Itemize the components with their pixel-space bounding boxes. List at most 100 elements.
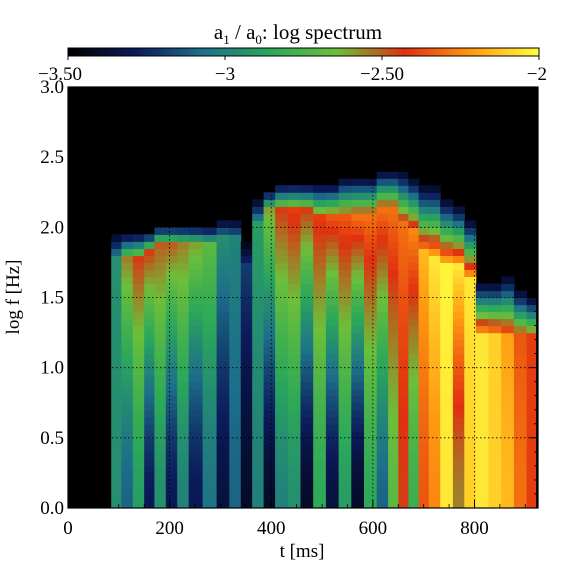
heatmap-cell xyxy=(418,381,430,390)
heatmap-cell xyxy=(165,255,178,263)
heatmap-cell xyxy=(165,494,178,502)
heatmap-cell xyxy=(165,501,178,508)
heatmap-cell xyxy=(475,388,490,397)
heatmap-cell xyxy=(398,388,410,397)
heatmap-cell xyxy=(252,325,265,334)
heatmap-cell xyxy=(177,367,190,376)
heatmap-cell xyxy=(165,304,178,313)
heatmap-cell xyxy=(287,395,302,404)
heatmap-cell xyxy=(428,206,441,214)
heatmap-cell xyxy=(188,262,204,270)
colorbar-tick-label: −3 xyxy=(215,64,235,85)
heatmap-cell xyxy=(154,227,167,235)
heatmap-cell xyxy=(313,199,327,207)
heatmap-cell xyxy=(398,290,410,299)
heatmap-cell xyxy=(229,388,242,397)
heatmap-cell xyxy=(275,346,289,355)
heatmap-cell xyxy=(202,486,218,495)
heatmap-cell xyxy=(325,297,340,306)
x-axis-label: t [ms] xyxy=(280,541,325,562)
heatmap-cell xyxy=(325,304,340,313)
heatmap-cell xyxy=(376,353,389,362)
heatmap-cell xyxy=(202,395,218,404)
heatmap-cell xyxy=(202,304,218,313)
heatmap-cell xyxy=(300,472,314,481)
heatmap-cell xyxy=(408,444,420,453)
heatmap-cell xyxy=(177,269,190,277)
heatmap-cell xyxy=(165,381,178,390)
heatmap-cell xyxy=(263,290,276,299)
heatmap-cell xyxy=(300,290,314,299)
heatmap-cell xyxy=(275,458,289,467)
heatmap-cell xyxy=(300,192,314,200)
heatmap-cell xyxy=(526,353,537,362)
heatmap-cell xyxy=(144,353,155,362)
heatmap-cell xyxy=(263,388,276,397)
heatmap-cell xyxy=(408,465,420,474)
heatmap-cell xyxy=(513,353,528,362)
heatmap-cell xyxy=(428,325,441,334)
heatmap-cell xyxy=(475,465,490,474)
heatmap-cell xyxy=(216,290,230,299)
x-tick-label: 600 xyxy=(359,518,388,539)
heatmap-cell xyxy=(300,486,314,495)
heatmap-cell xyxy=(313,318,327,327)
heatmap-cell xyxy=(408,290,420,299)
heatmap-cell xyxy=(325,283,340,292)
heatmap-cell xyxy=(325,388,340,397)
heatmap-cell xyxy=(188,430,204,439)
heatmap-cell xyxy=(325,486,340,495)
heatmap-cell xyxy=(275,501,289,508)
heatmap-cell xyxy=(428,402,441,411)
heatmap-cell xyxy=(513,444,528,453)
heatmap-cell xyxy=(388,311,399,320)
heatmap-cell xyxy=(338,346,352,355)
heatmap-cell xyxy=(132,332,145,341)
heatmap-cell xyxy=(216,472,230,481)
heatmap-cell xyxy=(338,276,352,284)
heatmap-cell xyxy=(501,311,515,320)
heatmap-cell xyxy=(338,269,352,277)
heatmap-cell xyxy=(229,325,242,334)
heatmap-cell xyxy=(464,486,477,495)
heatmap-cell xyxy=(165,332,178,341)
heatmap-cell xyxy=(263,332,276,341)
heatmap-cell xyxy=(216,318,230,327)
heatmap-cell xyxy=(418,465,430,474)
heatmap-cell xyxy=(287,479,302,488)
heatmap-cell xyxy=(408,311,420,320)
heatmap-cell xyxy=(154,465,167,474)
heatmap-cell xyxy=(376,451,389,460)
heatmap-cell xyxy=(338,395,352,404)
heatmap-cell xyxy=(202,262,218,270)
heatmap-cell xyxy=(452,430,465,439)
heatmap-cell xyxy=(132,255,145,263)
heatmap-cell xyxy=(300,374,314,383)
heatmap-cell xyxy=(275,395,289,404)
heatmap-cell xyxy=(188,437,204,446)
heatmap-cell xyxy=(408,234,420,242)
heatmap-cell xyxy=(440,227,454,235)
heatmap-cell xyxy=(165,262,178,270)
heatmap-cell xyxy=(418,206,430,214)
heatmap-cell xyxy=(313,332,327,341)
heatmap-cell xyxy=(287,381,302,390)
heatmap-cell xyxy=(364,458,378,467)
heatmap-cell xyxy=(252,451,265,460)
heatmap-cell xyxy=(275,332,289,341)
heatmap-cell xyxy=(300,199,314,207)
heatmap-cell xyxy=(526,402,537,411)
heatmap-cell xyxy=(428,304,441,313)
heatmap-cell xyxy=(475,304,490,313)
heatmap-cell xyxy=(488,339,502,348)
heatmap-cell xyxy=(418,241,430,249)
heatmap-cell xyxy=(229,227,242,235)
heatmap-cell xyxy=(388,332,399,341)
heatmap-cell xyxy=(513,297,528,306)
heatmap-cell xyxy=(144,472,155,481)
heatmap-cell xyxy=(376,479,389,488)
heatmap-cell xyxy=(144,311,155,320)
heatmap-cell xyxy=(188,346,204,355)
heatmap-cell xyxy=(475,353,490,362)
heatmap-cell xyxy=(121,472,134,481)
